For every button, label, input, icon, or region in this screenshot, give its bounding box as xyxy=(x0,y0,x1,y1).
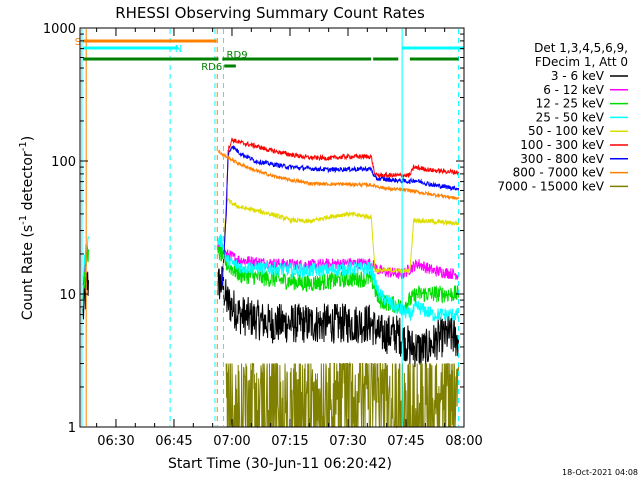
flag-label-n: N xyxy=(175,44,182,55)
y-label-part: detector xyxy=(20,151,36,215)
legend-label: 12 - 25 keV xyxy=(536,97,605,111)
x-tick-label: 07:15 xyxy=(271,434,308,449)
legend-label: 25 - 50 keV xyxy=(536,110,605,124)
series-line-5 xyxy=(221,197,460,282)
flag-bars: S N RD9 RD6 xyxy=(75,37,464,73)
series-line-8 xyxy=(217,149,460,201)
y-axis-label: Count Rate (s-1 detector-1) xyxy=(18,136,36,320)
series-line-6 xyxy=(221,137,460,284)
flag-label-rd9: RD9 xyxy=(227,50,248,61)
legend-header-line: Det 1,3,4,5,6,9, xyxy=(534,41,628,55)
flag-label-s: S xyxy=(75,37,81,48)
x-tick-label: 07:45 xyxy=(387,434,424,449)
y-tick-label: 1000 xyxy=(43,22,76,37)
y-tick-label: 10 xyxy=(59,288,76,303)
chart-title: RHESSI Observing Summary Count Rates xyxy=(115,4,425,22)
date-stamp: 18-Oct-2021 04:08 xyxy=(562,468,638,477)
legend: Det 1,3,4,5,6,9, FDecim 1, Att 0 3 - 6 k… xyxy=(497,41,628,193)
y-tick-label: 100 xyxy=(51,155,76,170)
x-tick-label: 07:30 xyxy=(329,434,366,449)
legend-label: 800 - 7000 keV xyxy=(513,166,605,180)
y-label-part: Count Rate (s xyxy=(20,225,36,320)
y-axis-ticks: 1 10 100 1000 xyxy=(43,22,464,436)
x-tick-label: 06:30 xyxy=(97,434,134,449)
series-line-7 xyxy=(221,145,460,286)
legend-label: 300 - 800 keV xyxy=(520,152,604,166)
x-axis-label: Start Time (30-Jun-11 06:20:42) xyxy=(168,456,392,472)
y-label-exponent: -1 xyxy=(18,141,29,151)
x-tick-label: 08:00 xyxy=(445,434,482,449)
legend-label: 50 - 100 keV xyxy=(528,124,605,138)
plot-frame xyxy=(79,27,465,428)
legend-label: 6 - 12 keV xyxy=(543,83,605,97)
y-label-exponent: -1 xyxy=(18,215,29,225)
flag-label-rd6: RD6 xyxy=(201,62,222,73)
x-axis-ticks: 06:30 06:45 07:00 07:15 07:30 07:45 08:00 xyxy=(96,28,483,449)
x-tick-label: 06:45 xyxy=(155,434,192,449)
y-tick-label: 1 xyxy=(68,421,76,436)
legend-label: 7000 - 15000 keV xyxy=(497,179,604,193)
legend-label: 3 - 6 keV xyxy=(551,69,605,83)
legend-label: 100 - 300 keV xyxy=(520,138,604,152)
legend-header-line: FDecim 1, Att 0 xyxy=(535,55,628,69)
x-tick-label: 07:00 xyxy=(213,434,250,449)
y-label-part: ) xyxy=(20,136,36,141)
vertical-markers xyxy=(81,29,460,426)
